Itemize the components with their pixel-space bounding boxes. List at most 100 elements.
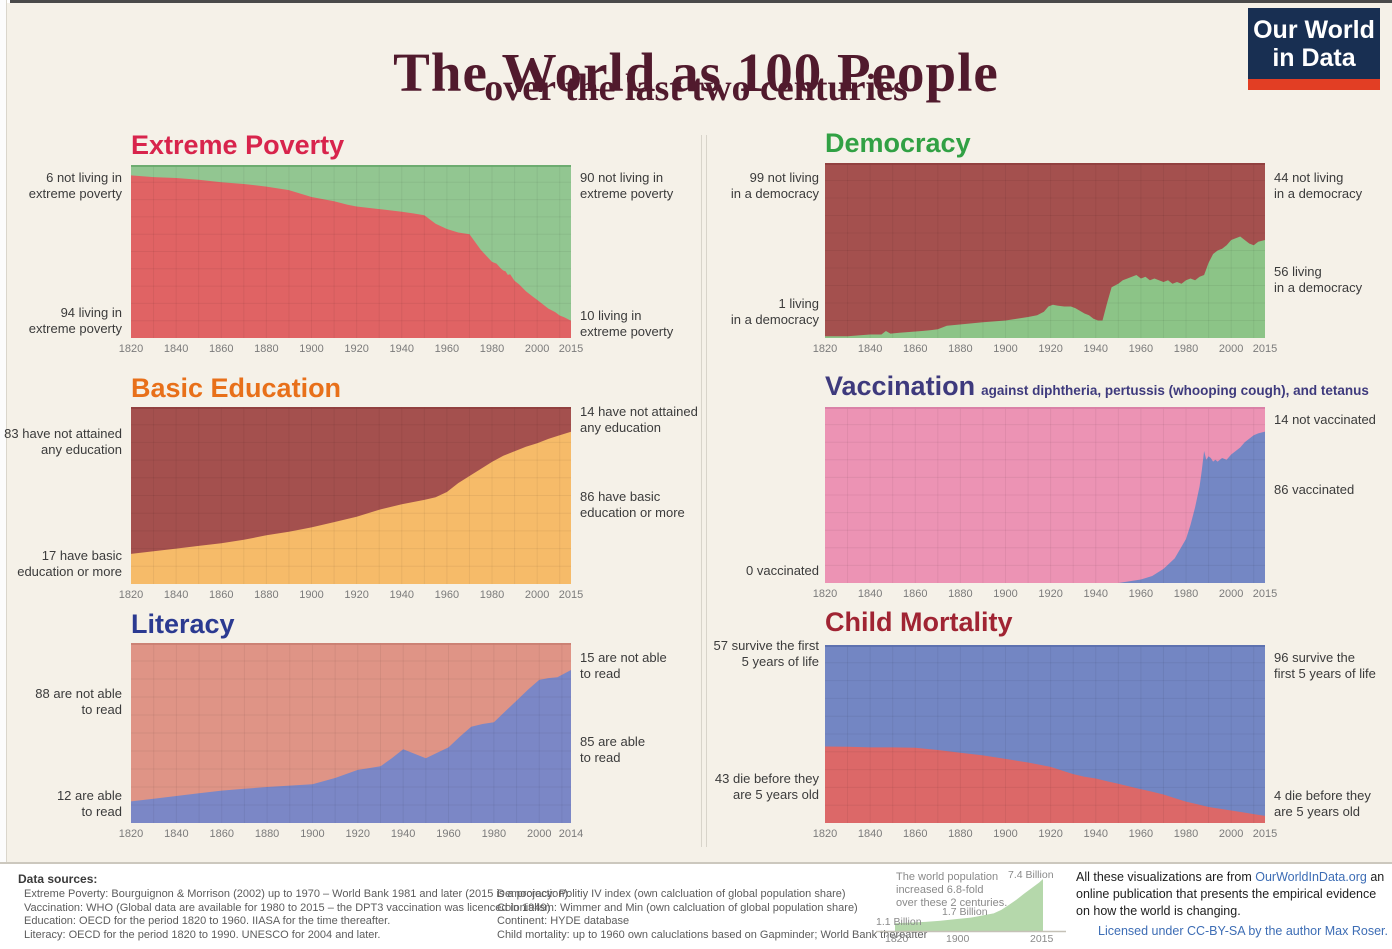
svg-text:1900: 1900 bbox=[993, 828, 1017, 840]
svg-text:1860: 1860 bbox=[209, 343, 233, 355]
svg-text:1980: 1980 bbox=[480, 343, 504, 355]
owid-link[interactable]: OurWorldInData.org bbox=[1255, 870, 1367, 884]
chart-plot-vaccination: 1820 1840 1860 1880 1900 1920 1940 1960 1980 2000… bbox=[813, 407, 1277, 600]
label-vaccination-right-top: 14 not vaccinated bbox=[1274, 412, 1376, 427]
credit-pre: All these visualizations are from bbox=[1076, 870, 1256, 884]
svg-text:1920: 1920 bbox=[1038, 588, 1062, 600]
svg-text:1940: 1940 bbox=[1084, 588, 1108, 600]
svg-text:1960: 1960 bbox=[1129, 343, 1153, 355]
svg-text:1980: 1980 bbox=[1174, 828, 1198, 840]
data-sources-heading: Data sources: bbox=[18, 872, 98, 886]
chart-title-extreme-poverty: Extreme Poverty bbox=[131, 130, 345, 160]
label-democracy-right-top: 44 not living in a democracy bbox=[1274, 170, 1363, 201]
chart-title-basic-education: Basic Education bbox=[131, 373, 342, 403]
svg-text:2015: 2015 bbox=[559, 343, 583, 355]
svg-text:1840: 1840 bbox=[164, 828, 188, 840]
footer bbox=[0, 862, 1392, 949]
page-title: The World as 100 People bbox=[393, 41, 999, 103]
page-subtitle: over the last two centuries bbox=[484, 67, 908, 109]
svg-text:2015: 2015 bbox=[1253, 343, 1277, 355]
svg-text:1940: 1940 bbox=[390, 343, 414, 355]
chart-title-vaccination-main: Vaccination bbox=[825, 371, 976, 401]
population-tick-1820: 1820 bbox=[885, 933, 909, 945]
label-education-left-bottom: 17 have basic education or more bbox=[17, 548, 122, 579]
svg-text:1860: 1860 bbox=[209, 589, 233, 601]
population-annotation-end: 7.4 Billion bbox=[1008, 869, 1054, 881]
svg-text:1880: 1880 bbox=[948, 588, 972, 600]
label-poverty-left-top: 6 not living in extreme poverty bbox=[28, 170, 122, 201]
chart-title-democracy: Democracy bbox=[825, 128, 971, 158]
chart-title-child-mortality: Child Mortality bbox=[825, 607, 1013, 637]
owid-logo-line1: Our World bbox=[1253, 15, 1375, 44]
label-literacy-left-top: 88 are not able to read bbox=[35, 686, 122, 717]
svg-text:1880: 1880 bbox=[948, 828, 972, 840]
label-mortality-right-bottom: 4 die before they are 5 years old bbox=[1274, 788, 1371, 819]
chart-subtitle-vaccination: against diphtheria, pertussis (whooping … bbox=[981, 383, 1369, 398]
population-tick-1900: 1900 bbox=[946, 933, 970, 945]
source-line: Literacy: OECD for the period 1820 to 19… bbox=[24, 928, 381, 941]
svg-text:2000: 2000 bbox=[1219, 828, 1243, 840]
label-vaccination-left-bottom: 0 vaccinated bbox=[746, 563, 819, 578]
window-left-edge bbox=[0, 0, 7, 862]
svg-text:1920: 1920 bbox=[1038, 828, 1062, 840]
label-mortality-right-top: 96 survive the first 5 years of life bbox=[1274, 650, 1376, 681]
svg-text:2015: 2015 bbox=[1253, 828, 1277, 840]
svg-text:1960: 1960 bbox=[436, 828, 460, 840]
svg-text:1820: 1820 bbox=[119, 343, 143, 355]
source-line: Continent: HYDE database bbox=[497, 915, 630, 927]
svg-text:1980: 1980 bbox=[1174, 588, 1198, 600]
population-tick-2015: 2015 bbox=[1030, 933, 1054, 945]
svg-text:1900: 1900 bbox=[993, 343, 1017, 355]
owid-logo-line2: in Data bbox=[1272, 43, 1356, 72]
license-link[interactable]: Licensed under CC-BY-SA by the author Ma… bbox=[1098, 924, 1388, 938]
chart-plot-basic-education: 1820 1840 1860 1880 1900 1920 1940 1960 1980 2000… bbox=[119, 407, 583, 601]
svg-text:1920: 1920 bbox=[344, 589, 368, 601]
svg-text:1820: 1820 bbox=[813, 343, 837, 355]
svg-text:1960: 1960 bbox=[435, 343, 459, 355]
svg-text:1840: 1840 bbox=[164, 589, 188, 601]
source-line: Education: OECD for the period 1820 to 1… bbox=[24, 915, 391, 927]
svg-text:1900: 1900 bbox=[299, 589, 323, 601]
column-divider bbox=[701, 135, 707, 847]
svg-text:1960: 1960 bbox=[1129, 588, 1153, 600]
source-line: Child mortality: up to 1960 own caluclat… bbox=[497, 928, 928, 941]
svg-text:1980: 1980 bbox=[1174, 343, 1198, 355]
label-poverty-right-top: 90 not living in extreme poverty bbox=[580, 170, 674, 201]
source-line: Colonialism: Wimmer and Min (own calclua… bbox=[497, 901, 858, 914]
svg-text:1980: 1980 bbox=[482, 828, 506, 840]
svg-text:1880: 1880 bbox=[255, 828, 279, 840]
owid-logo: Our World in Data bbox=[1248, 8, 1380, 90]
label-mortality-left-top: 57 survive the first 5 years of life bbox=[713, 638, 820, 669]
label-education-right-mid: 86 have basic education or more bbox=[580, 489, 685, 520]
svg-text:1960: 1960 bbox=[1129, 828, 1153, 840]
source-line: Democracy: Politiy IV index (own calclua… bbox=[497, 888, 846, 900]
label-vaccination-right-mid: 86 vaccinated bbox=[1274, 482, 1355, 497]
svg-text:2000: 2000 bbox=[527, 828, 551, 840]
svg-text:1840: 1840 bbox=[858, 343, 882, 355]
svg-text:1960: 1960 bbox=[435, 589, 459, 601]
svg-text:1900: 1900 bbox=[299, 343, 323, 355]
data-sources-column-2: Democracy: Politiy IV index (own calclua… bbox=[497, 888, 927, 942]
svg-text:1860: 1860 bbox=[903, 343, 927, 355]
credit-text: All these visualizations are from OurWor… bbox=[1076, 869, 1388, 920]
window-top-edge bbox=[10, 0, 1392, 3]
label-education-right-top: 14 have not attained any education bbox=[580, 404, 698, 435]
svg-text:2000: 2000 bbox=[1219, 588, 1243, 600]
svg-text:1940: 1940 bbox=[1084, 343, 1108, 355]
svg-text:1840: 1840 bbox=[858, 588, 882, 600]
svg-text:1840: 1840 bbox=[164, 343, 188, 355]
chart-plot-child-mortality: 1820 1840 1860 1880 1900 1920 1940 1960 1980 2000… bbox=[813, 645, 1277, 840]
svg-text:2000: 2000 bbox=[525, 589, 549, 601]
svg-text:1980: 1980 bbox=[480, 589, 504, 601]
svg-text:1920: 1920 bbox=[346, 828, 370, 840]
svg-text:1940: 1940 bbox=[390, 589, 414, 601]
chart-title-vaccination: Vaccination against diphtheria, pertussis… bbox=[825, 371, 1369, 406]
source-line: Vaccination: WHO (Global data are availa… bbox=[24, 901, 551, 914]
svg-text:1880: 1880 bbox=[254, 589, 278, 601]
label-democracy-left-bottom: 1 living in a democracy bbox=[730, 296, 819, 327]
svg-text:1820: 1820 bbox=[813, 588, 837, 600]
svg-text:1860: 1860 bbox=[903, 588, 927, 600]
svg-text:2015: 2015 bbox=[559, 589, 583, 601]
label-literacy-right-top: 15 are not able to read bbox=[580, 650, 667, 681]
label-education-left-top: 83 have not attained any education bbox=[4, 426, 122, 457]
